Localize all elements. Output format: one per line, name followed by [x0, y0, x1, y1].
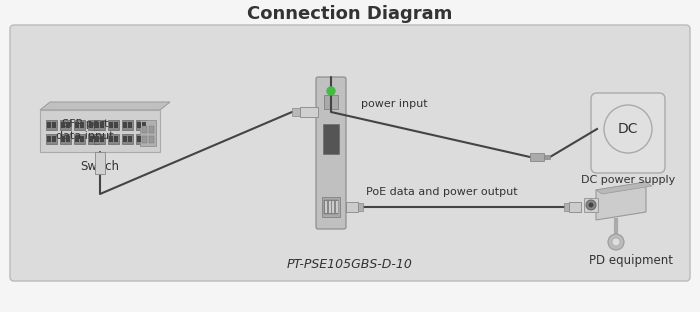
Bar [52, 122, 56, 128]
Bar [80, 136, 84, 142]
Bar [128, 122, 132, 128]
Bar [108, 134, 119, 144]
Bar [109, 136, 113, 142]
Bar [80, 122, 84, 128]
Bar [300, 107, 318, 117]
Circle shape [612, 238, 620, 246]
Polygon shape [40, 102, 170, 110]
Text: PT-PSE105GBS-D-10: PT-PSE105GBS-D-10 [287, 257, 413, 271]
Bar [114, 122, 118, 128]
Bar [94, 134, 105, 144]
Bar [40, 110, 160, 152]
Bar [95, 136, 99, 142]
Bar [292, 108, 300, 116]
Bar [88, 120, 99, 130]
Bar [75, 136, 79, 142]
Bar [140, 120, 156, 146]
Bar [95, 122, 99, 128]
Bar [109, 122, 113, 128]
Bar [123, 136, 127, 142]
FancyBboxPatch shape [10, 25, 690, 281]
Bar [142, 122, 146, 128]
Bar [47, 136, 51, 142]
Text: DC power supply: DC power supply [581, 175, 675, 185]
Bar [100, 122, 104, 128]
Bar [122, 134, 133, 144]
Circle shape [327, 87, 335, 95]
Bar [95, 152, 105, 174]
Text: PoE data and power output: PoE data and power output [366, 187, 517, 197]
Text: SFP port
data input: SFP port data input [56, 119, 113, 141]
Bar [149, 136, 154, 143]
Circle shape [589, 202, 594, 207]
Circle shape [586, 200, 596, 210]
Bar [358, 203, 363, 211]
Text: DC: DC [617, 122, 638, 136]
Bar [142, 136, 147, 143]
Text: PD equipment: PD equipment [589, 254, 673, 267]
Bar [61, 136, 65, 142]
Text: Switch: Switch [80, 160, 120, 173]
Bar [142, 136, 146, 142]
Bar [114, 136, 118, 142]
Bar [332, 201, 334, 213]
Bar [584, 198, 598, 212]
Bar [122, 120, 133, 130]
Text: power input: power input [361, 99, 428, 109]
Bar [149, 126, 154, 133]
FancyBboxPatch shape [316, 77, 346, 229]
Bar [136, 120, 147, 130]
Bar [544, 155, 550, 159]
Bar [137, 122, 141, 128]
Bar [323, 124, 339, 154]
Bar [335, 201, 337, 213]
Bar [564, 203, 569, 211]
Bar [89, 122, 93, 128]
Bar [75, 122, 79, 128]
Bar [325, 201, 327, 213]
Bar [94, 136, 98, 142]
Circle shape [608, 234, 624, 250]
Bar [100, 136, 104, 142]
Polygon shape [596, 182, 652, 194]
Bar [530, 153, 544, 161]
Polygon shape [596, 182, 646, 220]
Bar [322, 197, 340, 217]
Bar [137, 136, 141, 142]
Bar [136, 134, 147, 144]
Bar [346, 202, 358, 212]
Bar [66, 122, 70, 128]
Bar [94, 122, 98, 128]
Bar [74, 120, 85, 130]
Bar [569, 202, 581, 212]
Bar [46, 120, 57, 130]
Bar [123, 122, 127, 128]
Bar [52, 136, 56, 142]
Bar [60, 120, 71, 130]
Bar [142, 126, 147, 133]
Bar [324, 95, 338, 109]
Bar [324, 200, 338, 214]
Bar [60, 134, 71, 144]
Bar [47, 122, 51, 128]
Bar [61, 122, 65, 128]
Bar [328, 201, 330, 213]
Bar [46, 134, 57, 144]
Bar [108, 120, 119, 130]
Bar [74, 134, 85, 144]
Bar [89, 136, 93, 142]
Bar [128, 136, 132, 142]
FancyBboxPatch shape [591, 93, 665, 173]
Bar [94, 120, 105, 130]
Bar [88, 134, 99, 144]
Bar [66, 136, 70, 142]
Text: Connection Diagram: Connection Diagram [247, 5, 453, 23]
